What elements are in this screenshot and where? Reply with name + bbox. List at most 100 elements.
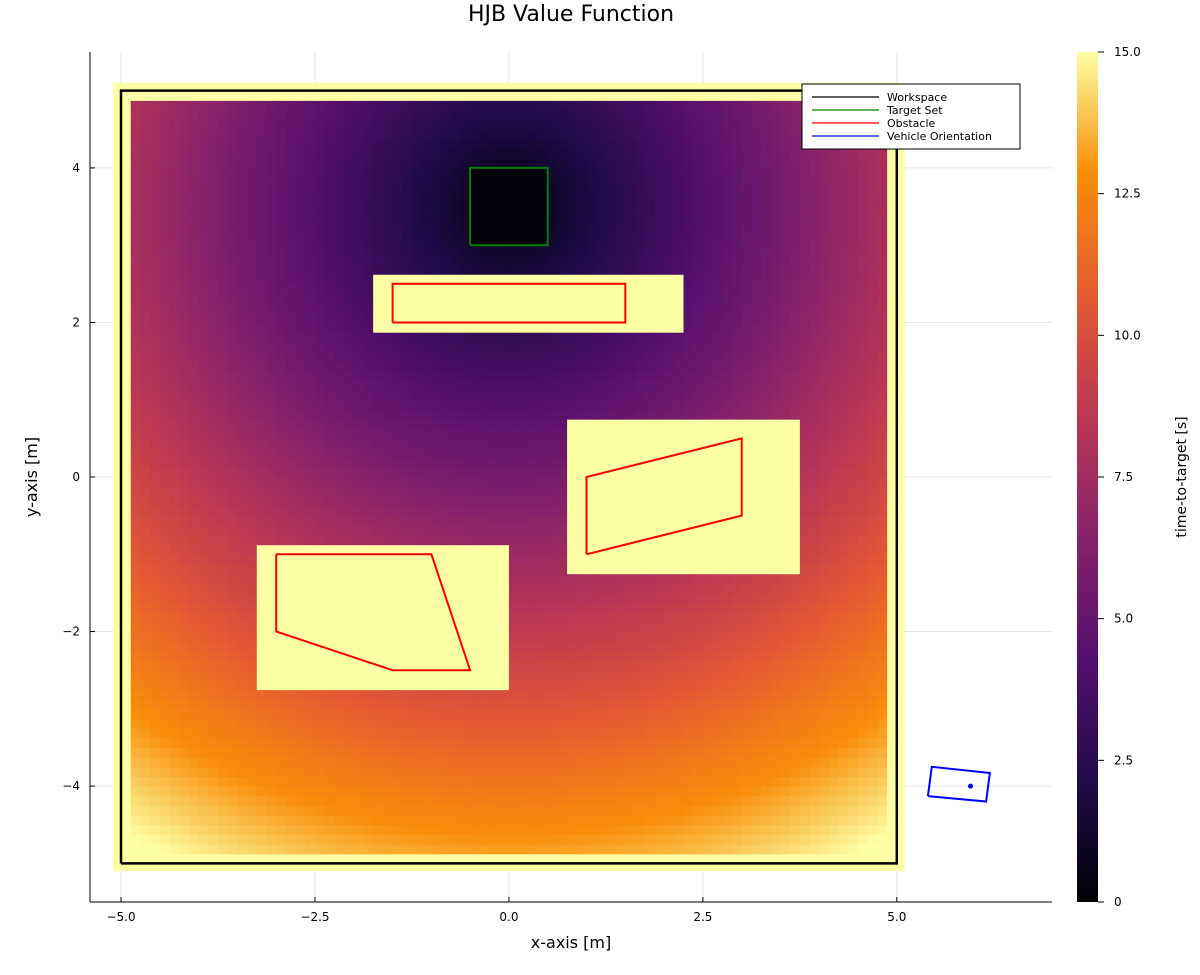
heatmap-cell [547,679,559,691]
heatmap-cell [130,534,142,546]
heatmap-cell [363,341,374,353]
heatmap-cell [179,573,190,584]
heatmap-cell [402,293,413,304]
heatmap-cell [218,235,229,246]
heatmap-cell [479,650,491,662]
heatmap-cell [382,612,394,623]
heatmap-cell [169,805,180,816]
heatmap-cell [489,554,500,565]
heatmap-cell [130,670,142,681]
heatmap-cell [421,109,432,121]
heatmap-cell [644,776,655,787]
heatmap-cell [140,196,151,208]
heatmap-cell [276,196,287,208]
heatmap-cell [547,187,559,198]
heatmap-cell [411,515,423,526]
heatmap-cell [547,660,559,671]
heatmap-cell [159,312,171,324]
heatmap-cell [256,119,268,130]
heatmap-cell [693,844,704,855]
heatmap-cell [373,708,384,720]
heatmap-cell [363,158,374,169]
heatmap-cell [508,853,520,864]
heatmap-cell [382,438,394,449]
heatmap-cell [538,660,549,671]
heatmap-cell [421,563,432,575]
heatmap-cell [673,505,685,517]
heatmap-cell [353,612,365,623]
heatmap-cell [460,312,471,324]
heatmap-cell [557,100,568,111]
heatmap-cell [635,699,646,710]
heatmap-cell [567,679,578,691]
heatmap-cell [402,109,413,121]
heatmap-cell [140,409,151,420]
heatmap-cell [499,370,510,382]
heatmap-cell [150,554,161,565]
heatmap-cell [635,283,646,295]
heatmap-cell [411,177,423,188]
heatmap-cell [373,728,384,739]
heatmap-cell [392,505,403,517]
heatmap-cell [363,293,374,304]
heatmap-cell [140,786,151,797]
heatmap-cell [179,824,190,835]
heatmap-cell [179,409,190,420]
heatmap-cell [334,90,345,101]
heatmap-cell [421,708,432,720]
heatmap-cell [130,158,142,169]
heatmap-cell [363,602,374,613]
heatmap-cell [295,505,306,517]
heatmap-cell [712,264,723,275]
heatmap-cell [693,380,704,391]
heatmap-cell [130,757,142,768]
heatmap-cell [644,631,655,642]
heatmap-cell [605,119,617,130]
heatmap-cell [179,708,190,720]
heatmap-cell [557,679,568,691]
heatmap-cell [508,612,520,623]
heatmap-cell [392,235,403,246]
heatmap-cell [402,274,413,285]
heatmap-cell [208,795,219,807]
heatmap-cell [722,747,733,758]
heatmap-cell [344,187,355,198]
heatmap-cell [547,534,559,546]
heatmap-cell [295,786,306,797]
heatmap-cell [644,844,655,855]
heatmap-cell [237,786,248,797]
heatmap-cell [460,786,471,797]
heatmap-cell [576,534,588,546]
heatmap-cell [538,670,549,681]
heatmap-cell [664,177,675,188]
heatmap-cell [130,718,142,729]
heatmap-cell [198,728,209,739]
heatmap-cell [470,264,481,275]
heatmap-cell [402,390,413,401]
heatmap-cell [654,534,665,546]
heatmap-cell [266,747,277,758]
heatmap-cell [576,757,588,768]
heatmap-cell [382,177,394,188]
heatmap-cell [450,264,462,275]
heatmap-cell [227,196,239,208]
heatmap-cell [664,815,675,826]
heatmap-cell [479,554,491,565]
heatmap-cell [547,525,559,536]
heatmap-cell [266,853,277,864]
heatmap-cell [712,206,723,217]
heatmap-cell [673,718,685,729]
heatmap-cell [683,776,694,787]
heatmap-cell [596,631,607,642]
heatmap-cell [130,119,142,130]
heatmap-cell [121,361,132,372]
heatmap-cell [208,419,219,430]
heatmap-cell [237,167,248,179]
heatmap-cell [247,563,258,575]
heatmap-cell [470,660,481,671]
heatmap-cell [664,438,675,449]
heatmap-cell [198,641,209,652]
heatmap-cell [411,477,423,488]
heatmap-cell [227,264,239,275]
heatmap-cell [489,438,500,449]
